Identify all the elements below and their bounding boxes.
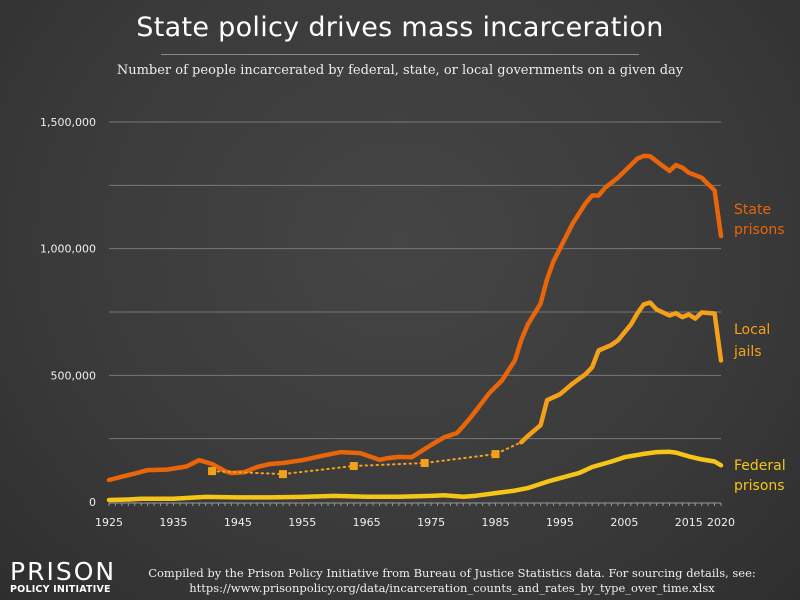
source-credit: Compiled by the Prison Policy Initiative… — [112, 566, 792, 596]
chart-title: State policy drives mass incarceration — [136, 12, 664, 43]
series-line-dotted — [211, 441, 523, 476]
series-line-federal-prisons — [106, 449, 724, 503]
y-tick-label: 0 — [89, 496, 96, 509]
chart-subtitle: Number of people incarcerated by federal… — [116, 63, 684, 78]
data-point-marker — [491, 450, 500, 459]
data-point-marker — [420, 458, 429, 467]
prison-policy-initiative-logo: PRISON POLICY INITIATIVE — [10, 557, 117, 595]
y-tick-label: 1,000,000 — [40, 243, 96, 256]
series-label: prisons — [734, 222, 785, 238]
series-label: prisons — [734, 478, 785, 494]
x-tick-label: 1955 — [288, 516, 316, 529]
y-tick-label: 500,000 — [51, 369, 97, 382]
series-label: jails — [733, 344, 762, 360]
series-label: Federal — [734, 458, 786, 474]
x-tick-label: 1985 — [482, 516, 510, 529]
series-label: State — [734, 202, 771, 218]
data-point-marker — [278, 470, 287, 479]
series-label: Local — [734, 322, 770, 338]
x-tick-label: 1975 — [417, 516, 445, 529]
x-tick-label: 1965 — [353, 516, 381, 529]
data-point-marker — [208, 467, 217, 476]
series-line-state-prisons — [106, 153, 724, 483]
x-tick-label: 2015 — [675, 516, 703, 529]
x-tick-label: 1945 — [224, 516, 252, 529]
credit-line: Compiled by the Prison Policy Initiative… — [148, 566, 756, 580]
x-tick-label: 1925 — [95, 516, 123, 529]
series-line-local-jails — [519, 300, 724, 445]
x-tick-label: 2005 — [610, 516, 638, 529]
x-tick-label: 2020 — [707, 516, 735, 529]
x-tick-label: 1935 — [159, 516, 187, 529]
x-tick-label: 1995 — [546, 516, 574, 529]
title-divider — [161, 54, 639, 55]
logo-text-prison: PRISON — [10, 557, 117, 586]
logo-text-policy-initiative: POLICY INITIATIVE — [10, 584, 111, 595]
data-point-marker — [349, 462, 358, 471]
source-url: https://www.prisonpolicy.org/data/incarc… — [189, 581, 715, 595]
y-tick-label: 1,500,000 — [40, 116, 96, 129]
